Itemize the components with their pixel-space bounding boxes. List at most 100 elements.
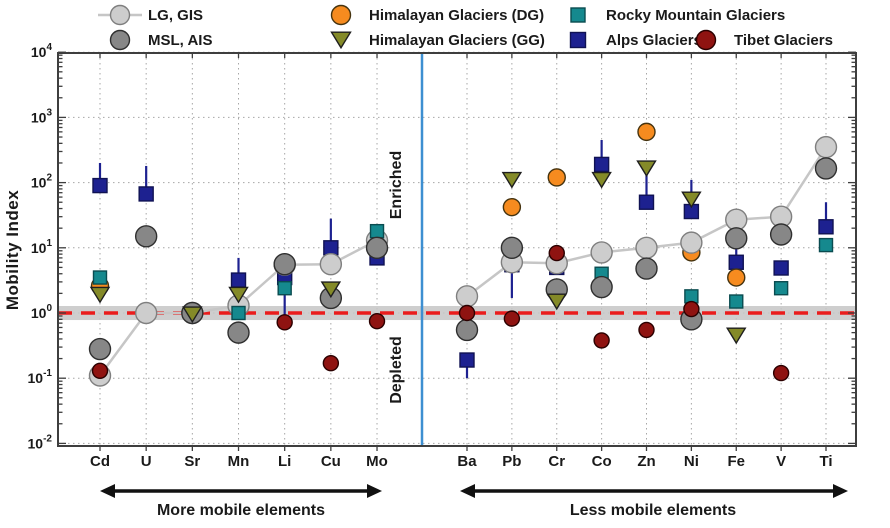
tibet-glaciers-marker-cd: [91, 362, 109, 379]
msl-ais-marker-cd: [88, 337, 112, 361]
x-tick-label-cu: Cu: [321, 453, 341, 470]
tibet-glaciers-marker-li: [276, 314, 293, 331]
legend-item-himalayan-glaciers-dg: [330, 4, 352, 26]
tibet-glaciers-marker-cr: [548, 244, 565, 262]
y-tick-label-1e2: 102: [31, 173, 53, 191]
msl-ais-marker-v: [769, 223, 793, 246]
legend-label-himalayan-glaciers-gg: Himalayan Glaciers (GG): [369, 32, 545, 49]
plot-frame: [57, 52, 857, 447]
alps-glaciers-marker-u: [138, 186, 154, 202]
lg-gis-marker-ni: [680, 231, 703, 254]
rocky-mountain-glaciers-marker-v: [773, 281, 789, 296]
msl-ais-marker-mn: [227, 321, 250, 344]
himalayan-glaciers-gg-marker-fe: [726, 327, 747, 345]
tibet-glaciers-marker-ni: [683, 300, 700, 318]
tibet-glaciers-marker-cu: [322, 354, 340, 372]
rocky-mountain-glaciers-marker-li: [277, 281, 292, 296]
lg-gis-marker-fe: [725, 208, 748, 231]
alps-glaciers-marker-ti: [818, 219, 834, 235]
legend-marker-tibet-glaciers: [695, 29, 717, 51]
lg-gis-marker-zn: [635, 236, 658, 260]
y-tick-label-1e-2: 10-2: [28, 433, 53, 451]
less-mobile-arrow-left-head: [460, 484, 475, 498]
x-tick-label-mo: Mo: [366, 453, 388, 470]
x-tick-label-mn: Mn: [228, 453, 250, 470]
alps-glaciers-marker-mn: [230, 272, 247, 288]
legend-label-tibet-glaciers: Tibet Glaciers: [734, 32, 833, 49]
rocky-mountain-glaciers-marker-fe: [729, 294, 744, 309]
legend-marker-himalayan-glaciers-dg: [330, 4, 352, 26]
more-mobile-arrow-right-head: [367, 484, 382, 498]
y-tick-label-1e0: 100: [31, 303, 53, 321]
alps-glaciers-marker-cu: [323, 240, 339, 256]
himalayan-glaciers-gg-marker-pb: [501, 171, 523, 189]
tibet-glaciers-marker-ba: [458, 304, 476, 322]
himalayan-glaciers-dg-marker-cr: [547, 168, 566, 187]
legend-item-rocky-mountain-glaciers: [570, 7, 586, 23]
tibet-glaciers-marker-co: [593, 332, 610, 349]
himalayan-glaciers-gg-marker-zn: [636, 160, 657, 178]
x-tick-label-u: U: [141, 453, 152, 470]
less-mobile-arrow-right-head: [833, 484, 848, 498]
himalayan-glaciers-gg-marker-cd: [89, 286, 111, 304]
x-tick-label-pb: Pb: [502, 453, 521, 470]
x-tick-label-li: Li: [278, 453, 291, 470]
himalayan-glaciers-dg-marker-fe: [727, 268, 746, 287]
legend-item-alps-glaciers: [569, 31, 587, 49]
lg-gis-marker-cu: [319, 253, 343, 276]
x-tick-label-cr: Cr: [548, 453, 565, 470]
x-tick-label-co: Co: [592, 453, 612, 470]
lg-gis-marker-ti: [814, 135, 838, 159]
alps-glaciers-marker-v: [773, 260, 789, 276]
lg-gis-marker-ba: [455, 285, 479, 308]
himalayan-glaciers-gg-marker-cu: [320, 281, 342, 299]
alps-glaciers-marker-co: [593, 156, 610, 173]
legend-marker-lg-gis: [109, 4, 131, 26]
himalayan-glaciers-dg-marker-zn: [637, 122, 656, 142]
alps-glaciers-marker-fe: [728, 254, 744, 270]
msl-ais-marker-li: [273, 253, 296, 276]
alps-glaciers-marker-zn: [638, 194, 655, 210]
legend-label-alps-glaciers: Alps Glaciers: [606, 32, 702, 49]
msl-ais-marker-fe: [725, 227, 748, 250]
legend-label-msl-ais: MSL, AIS: [148, 32, 212, 49]
x-tick-label-sr: Sr: [184, 453, 200, 470]
rocky-mountain-glaciers-marker-cd: [92, 270, 108, 285]
legend-marker-himalayan-glaciers-gg: [330, 31, 352, 50]
rocky-mountain-glaciers-marker-mn: [231, 305, 246, 321]
legend-item-msl-ais: [109, 29, 131, 51]
x-tick-label-fe: Fe: [727, 453, 745, 470]
legend-item-tibet-glaciers: [695, 29, 717, 51]
tibet-glaciers-marker-v: [772, 364, 790, 382]
tibet-glaciers-marker-mo: [368, 312, 386, 330]
y-tick-label-1e-1: 10-1: [28, 368, 53, 386]
y-tick-label-1e3: 103: [31, 107, 53, 125]
tibet-glaciers-marker-zn: [638, 321, 655, 339]
himalayan-glaciers-gg-marker-co: [591, 171, 612, 189]
y-tick-label-1e4: 104: [31, 42, 53, 60]
lg-gis-marker-u: [134, 301, 158, 325]
x-tick-label-zn: Zn: [637, 453, 655, 470]
msl-ais-marker-ba: [455, 318, 479, 342]
legend-marker-alps-glaciers: [569, 31, 587, 49]
legend-item-himalayan-glaciers-gg: [330, 31, 352, 50]
msl-ais-marker-co: [590, 275, 613, 299]
msl-ais-marker-zn: [635, 257, 658, 280]
x-tick-label-ni: Ni: [684, 453, 699, 470]
msl-ais-marker-mo: [365, 236, 389, 260]
alps-glaciers-marker-ba: [459, 352, 475, 368]
himalayan-glaciers-gg-marker-mn: [228, 286, 249, 304]
tibet-glaciers-marker-pb: [503, 310, 521, 327]
lg-gis-marker-co: [590, 241, 613, 264]
more-mobile-arrow-left-head: [100, 484, 115, 498]
x-tick-label-v: V: [776, 453, 786, 470]
msl-ais-marker-u: [134, 225, 158, 248]
legend-item-lg-gis: [98, 4, 142, 26]
legend-marker-msl-ais: [109, 29, 131, 51]
msl-ais-marker-ti: [814, 157, 838, 180]
himalayan-glaciers-gg-marker-ni: [681, 191, 702, 209]
msl-ais-marker-pb: [500, 236, 524, 260]
legend-label-lg-gis: LG, GIS: [148, 7, 203, 24]
